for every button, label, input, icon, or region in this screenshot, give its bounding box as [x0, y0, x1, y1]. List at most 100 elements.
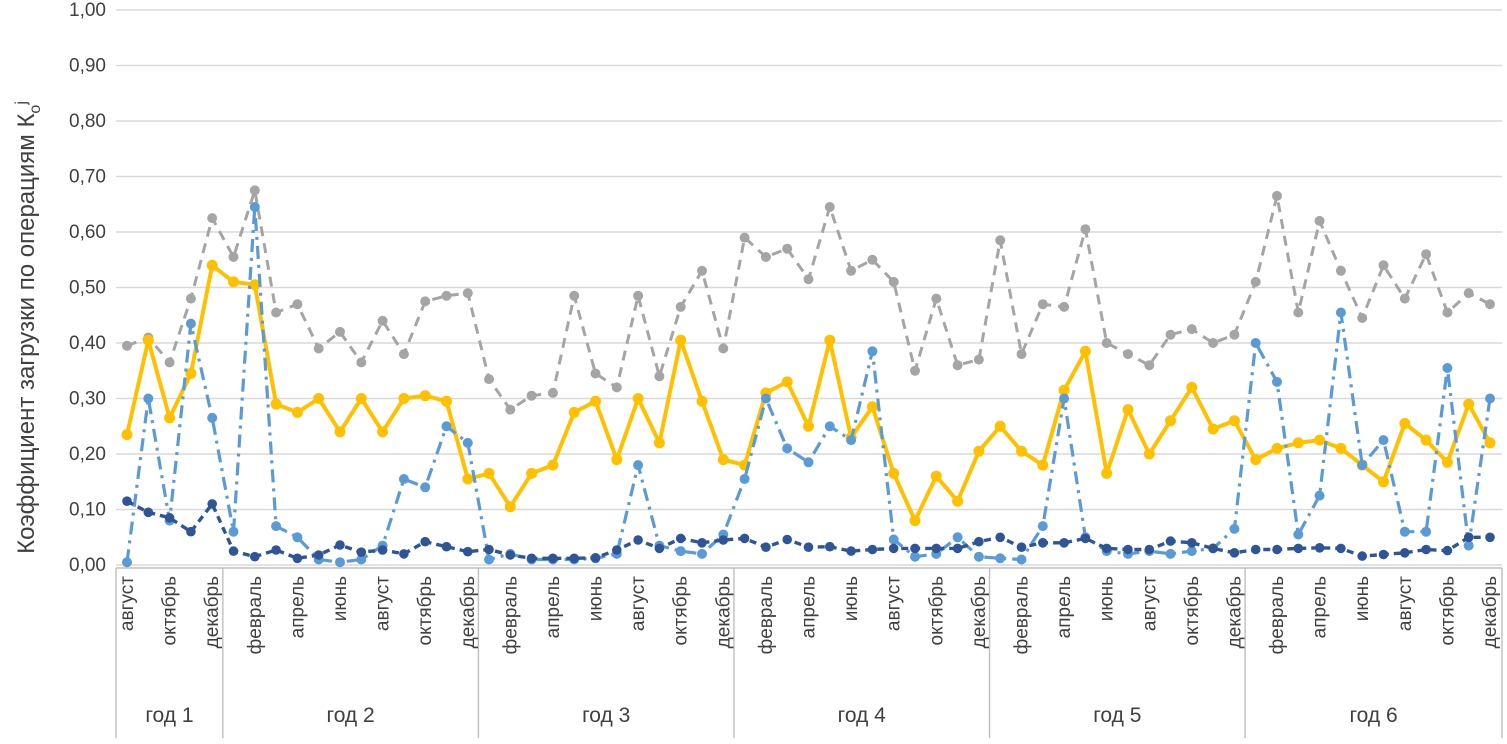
data-point-marker — [675, 334, 687, 346]
data-point-marker — [952, 543, 963, 554]
data-point-marker — [824, 421, 835, 432]
data-point-marker — [1272, 544, 1282, 555]
x-tick-label: июнь — [586, 576, 607, 621]
data-point-marker — [803, 274, 814, 285]
data-point-marker — [1016, 349, 1027, 360]
data-point-marker — [1463, 288, 1474, 299]
data-point-marker — [1271, 442, 1283, 454]
data-point-marker — [1399, 526, 1410, 537]
data-point-marker — [1165, 415, 1176, 427]
data-point-marker — [526, 390, 537, 401]
data-point-marker — [1250, 454, 1262, 466]
data-point-marker — [271, 521, 282, 532]
data-point-marker — [782, 534, 792, 545]
x-tick-label: апрель — [1310, 576, 1331, 638]
data-point-marker — [867, 544, 878, 555]
data-point-marker — [1037, 521, 1048, 532]
data-point-marker — [186, 526, 196, 537]
data-point-marker — [1399, 418, 1411, 429]
data-point-marker — [462, 437, 473, 448]
x-tick-label: февраль — [245, 576, 266, 655]
data-point-marker — [291, 406, 303, 418]
x-tick-label: август — [1395, 576, 1416, 631]
data-point-marker — [1378, 435, 1389, 446]
x-axis-structure — [115, 567, 1503, 738]
data-point-marker — [547, 387, 558, 398]
data-point-marker — [590, 395, 601, 407]
x-tick-label: декабрь — [1480, 576, 1501, 648]
data-point-marker — [739, 232, 750, 243]
data-point-marker — [420, 296, 431, 307]
data-point-marker — [1293, 529, 1304, 540]
data-point-marker — [973, 445, 985, 457]
data-point-marker — [1441, 456, 1453, 468]
data-point-marker — [207, 412, 218, 423]
data-point-marker — [1357, 551, 1367, 561]
data-point-marker — [1080, 224, 1091, 235]
data-point-marker — [952, 532, 963, 543]
x-axis-month-labels: август октябрь декабрь февраль апрель июнь авг… — [117, 576, 1501, 655]
data-point-marker — [867, 254, 878, 265]
y-tick-label: 0,70 — [69, 167, 106, 188]
series-gray-dashed-markers — [122, 185, 1495, 415]
data-point-marker — [675, 533, 686, 544]
data-point-marker — [846, 546, 856, 556]
y-axis-tick-labels: 0,00 0,10 0,20 0,30 0,40 0,50 0,60 0,70 0,80 0,90… — [69, 0, 106, 576]
data-point-marker — [995, 532, 1005, 543]
data-point-marker — [1123, 544, 1133, 555]
data-point-marker — [1123, 349, 1133, 360]
data-point-marker — [1485, 393, 1495, 404]
data-point-marker — [1187, 538, 1197, 548]
data-point-marker — [952, 495, 964, 507]
data-point-marker — [420, 482, 431, 493]
x-tick-label: июнь — [330, 576, 351, 621]
data-point-marker — [1272, 190, 1282, 201]
data-point-marker — [1208, 543, 1218, 554]
gridlines — [116, 9, 1502, 566]
data-point-marker — [1058, 384, 1070, 396]
data-point-marker — [697, 265, 707, 276]
data-point-marker — [1420, 434, 1432, 446]
data-point-marker — [335, 326, 345, 337]
data-point-marker — [1314, 490, 1325, 501]
data-point-marker — [974, 536, 984, 547]
y-tick-label: 0,80 — [69, 111, 106, 132]
x-tick-label: август — [373, 576, 394, 631]
data-point-marker — [633, 460, 644, 471]
data-point-marker — [1080, 533, 1091, 544]
data-point-marker — [1378, 476, 1389, 488]
data-point-marker — [462, 288, 473, 299]
series-gray-dashed — [122, 185, 1495, 415]
data-point-marker — [782, 243, 793, 254]
data-point-marker — [1228, 415, 1240, 427]
data-point-marker — [206, 259, 218, 271]
data-point-marker — [185, 368, 197, 379]
data-point-marker — [1272, 376, 1282, 387]
data-point-marker — [1292, 437, 1304, 449]
data-point-marker — [334, 426, 346, 438]
data-point-marker — [931, 543, 942, 554]
data-point-marker — [973, 354, 984, 365]
data-point-marker — [994, 420, 1006, 432]
data-point-marker — [569, 290, 580, 301]
data-point-marker — [1229, 523, 1240, 534]
data-point-marker — [760, 393, 771, 404]
data-point-marker — [866, 401, 878, 413]
data-point-marker — [1144, 360, 1155, 371]
data-point-marker — [1400, 548, 1410, 558]
data-point-marker — [1335, 307, 1346, 318]
data-point-marker — [122, 557, 132, 568]
data-point-marker — [142, 334, 154, 346]
data-point-marker — [526, 553, 537, 564]
data-point-marker — [355, 393, 367, 404]
data-point-marker — [930, 470, 942, 482]
series-gray-dashed-line — [126, 188, 1491, 412]
x-tick-label: октябрь — [1437, 576, 1458, 646]
x-tick-label: декабрь — [969, 576, 990, 648]
series-lightblue-dashdot-line — [125, 205, 1492, 564]
data-point-marker — [484, 544, 494, 555]
data-point-marker — [1378, 260, 1389, 271]
data-point-marker — [504, 501, 516, 513]
data-point-marker — [653, 437, 665, 449]
